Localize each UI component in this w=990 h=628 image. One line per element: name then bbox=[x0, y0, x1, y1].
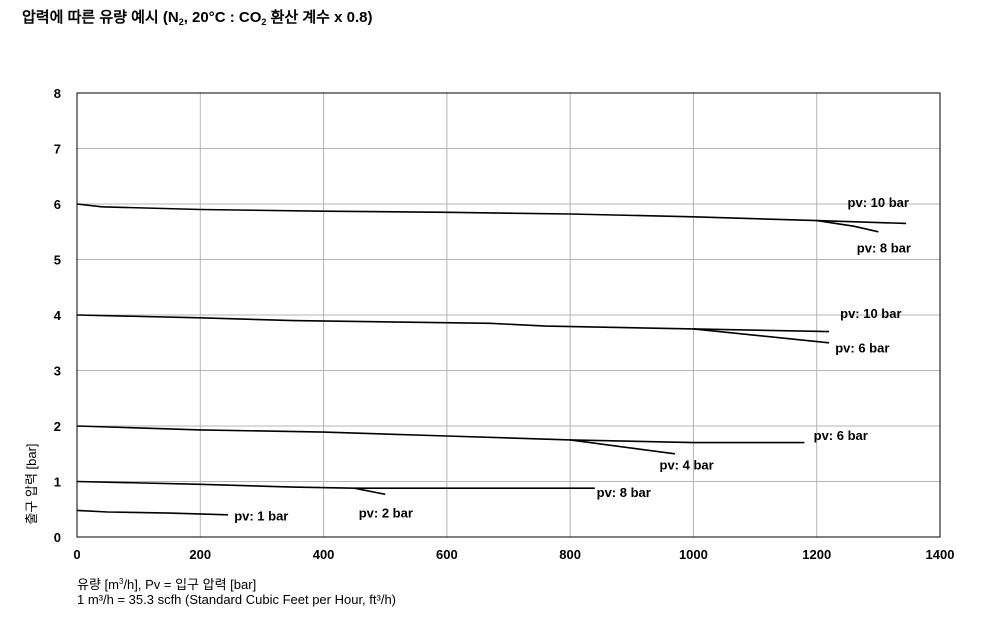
x-tick-label: 1400 bbox=[926, 547, 955, 562]
y-tick-label: 4 bbox=[54, 308, 62, 323]
series-line-2 bbox=[816, 219, 879, 233]
series-label-1: pv: 10 bar bbox=[848, 195, 909, 210]
x-tick-label: 200 bbox=[189, 547, 211, 562]
y-tick-label: 3 bbox=[54, 364, 61, 379]
series-line-6 bbox=[569, 439, 676, 455]
series-label-5: pv: 6 bar bbox=[814, 428, 868, 443]
y-tick-label: 7 bbox=[54, 142, 61, 157]
series-label-group: pv: 10 bar pv: 8 bar pv: 10 bar pv: 6 bar pv… bbox=[234, 195, 911, 524]
y-tick-labels: 0 1 2 3 4 5 6 7 8 bbox=[54, 86, 62, 545]
x-tick-labels: 0 200 400 600 800 1000 1200 1400 bbox=[73, 547, 954, 562]
series-label-7: pv: 8 bar bbox=[597, 485, 651, 500]
y-tick-label: 2 bbox=[54, 419, 61, 434]
series-group bbox=[76, 203, 907, 516]
x-axis-label: 유량 [m3/h], Pv = 입구 압력 [bar] bbox=[77, 577, 257, 592]
series-line-4 bbox=[693, 328, 830, 344]
y-axis-label: 출구 압력 [bar] bbox=[24, 443, 39, 524]
x-tick-label: 800 bbox=[559, 547, 581, 562]
x-tick-label: 1200 bbox=[802, 547, 831, 562]
y-tick-label: 8 bbox=[54, 86, 61, 101]
series-line-9 bbox=[76, 509, 229, 516]
series-label-8: pv: 2 bar bbox=[359, 506, 413, 521]
series-line-3 bbox=[76, 314, 830, 333]
unit-note: 1 m³/h = 35.3 scfh (Standard Cubic Feet … bbox=[77, 592, 397, 607]
y-tick-label: 0 bbox=[54, 530, 61, 545]
series-line-5 bbox=[76, 425, 805, 444]
series-label-4: pv: 6 bar bbox=[835, 341, 889, 356]
x-tick-label: 0 bbox=[73, 547, 80, 562]
series-line-1 bbox=[76, 203, 907, 225]
y-tick-label: 6 bbox=[54, 197, 61, 212]
series-line-8 bbox=[354, 487, 386, 496]
x-tick-label: 1000 bbox=[679, 547, 708, 562]
chart-title: 압력에 따른 유량 예시 (N2, 20°C : CO2 환산 계수 x 0.8… bbox=[22, 9, 373, 27]
series-label-6: pv: 4 bar bbox=[660, 457, 714, 472]
x-tick-label: 400 bbox=[313, 547, 335, 562]
grid-lines bbox=[76, 92, 941, 538]
x-tick-label: 600 bbox=[436, 547, 458, 562]
series-label-2: pv: 8 bar bbox=[857, 240, 911, 255]
y-tick-label: 1 bbox=[54, 475, 61, 490]
series-label-9: pv: 1 bar bbox=[234, 508, 288, 523]
y-tick-label: 5 bbox=[54, 253, 61, 268]
series-line-7 bbox=[76, 480, 595, 490]
series-label-3: pv: 10 bar bbox=[840, 306, 901, 321]
